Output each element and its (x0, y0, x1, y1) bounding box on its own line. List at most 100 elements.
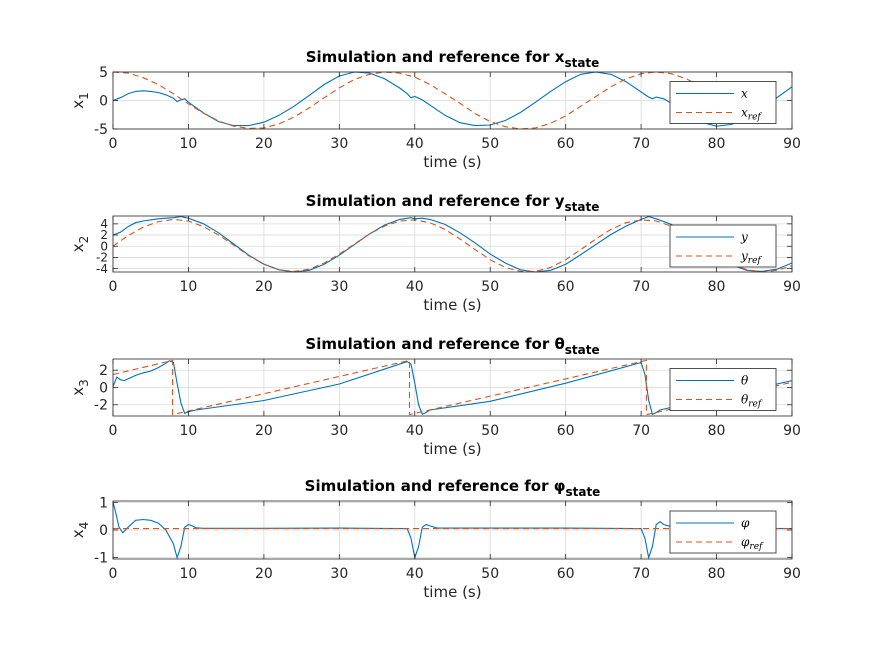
x-tick-label: 40 (406, 136, 424, 152)
x-tick-label: 70 (632, 136, 650, 152)
y-axis-label-main: x (69, 529, 87, 538)
chart-title-subscript: state (565, 485, 600, 499)
y-axis-label-main: x (69, 387, 87, 396)
legend-label-subscript: ref (748, 400, 763, 410)
y-tick-label: -2 (96, 251, 108, 265)
axes-box (112, 215, 793, 273)
y-axis-label-main: x (69, 243, 87, 252)
x-tick-label: 40 (406, 279, 424, 295)
legend-box (669, 81, 777, 124)
series-line-reference (112, 218, 793, 273)
x-tick-label: 60 (557, 423, 575, 439)
legend-label-main: θ (741, 393, 749, 407)
x-tick-label: 20 (255, 279, 273, 295)
x-axis-label: time (s) (423, 583, 481, 601)
chart-title-subscript: state (564, 56, 599, 70)
y-tick-label: 0 (99, 380, 108, 396)
x-tick-label: 10 (180, 566, 198, 582)
legend-label: φ (741, 516, 750, 530)
legend-label-main: y (740, 230, 748, 244)
legend-box (669, 224, 777, 268)
x-tick-label: 30 (330, 566, 348, 582)
x-tick-label: 80 (708, 423, 726, 439)
legend-label: θref (741, 393, 763, 410)
x-tick-label: 50 (481, 136, 499, 152)
chart-title: Simulation and reference for φstate (305, 477, 601, 499)
chart-title: Simulation and reference for θstate (305, 335, 599, 357)
y-tick-label: 0 (99, 93, 108, 109)
x-axis-label: time (s) (423, 153, 481, 171)
x-tick-label: 0 (109, 279, 118, 295)
series-line-reference (112, 359, 793, 416)
y-axis-label-subscript: 2 (77, 236, 91, 244)
x-tick-label: 50 (481, 566, 499, 582)
y-axis-label-subscript: 1 (77, 92, 91, 100)
x-tick-label: 90 (783, 279, 801, 295)
y-tick-label: -2 (94, 398, 108, 414)
x-tick-label: 90 (783, 136, 801, 152)
x-tick-label: 20 (255, 423, 273, 439)
x-tick-label: 10 (180, 279, 198, 295)
y-axis-label: x1 (69, 92, 91, 109)
chart-title: Simulation and reference for ystate (306, 192, 600, 214)
y-tick-label: 1 (99, 495, 108, 511)
x-tick-label: 70 (632, 279, 650, 295)
x-tick-label: 80 (708, 136, 726, 152)
chart-title-subscript: state (565, 343, 600, 357)
x-tick-label: 20 (255, 566, 273, 582)
y-tick-label: 2 (100, 228, 108, 242)
y-tick-label: 0 (100, 239, 108, 253)
y-tick-label: 5 (99, 65, 108, 81)
x-tick-label: 80 (708, 566, 726, 582)
y-axis-label: x3 (69, 379, 91, 396)
legend-label-main: φ (741, 535, 750, 549)
y-tick-label: 4 (100, 217, 108, 231)
x-tick-label: 50 (481, 423, 499, 439)
y-axis-label: x2 (69, 236, 91, 253)
x-tick-label: 60 (557, 279, 575, 295)
y-axis-label-main: x (69, 100, 87, 109)
x-tick-label: 40 (406, 566, 424, 582)
y-tick-label: -1 (94, 551, 108, 567)
legend-label-main: φ (741, 516, 750, 530)
x-tick-label: 30 (330, 279, 348, 295)
x-tick-label: 40 (406, 423, 424, 439)
x-tick-label: 90 (783, 566, 801, 582)
legend-label-subscript: ref (749, 542, 764, 552)
x-tick-label: 60 (557, 566, 575, 582)
legend-box (669, 368, 777, 411)
x-tick-label: 70 (632, 423, 650, 439)
y-axis-label: x4 (69, 522, 91, 539)
chart-title-main: Simulation and reference for y (306, 192, 565, 210)
legend: x xref (669, 81, 777, 124)
y-tick-label: 2 (99, 363, 108, 379)
x-axis-label: time (s) (423, 440, 481, 458)
chart-title-subscript: state (564, 200, 599, 214)
x-tick-label: 20 (255, 136, 273, 152)
y-tick-label: -5 (94, 122, 108, 138)
legend-label-main: θ (741, 374, 749, 388)
x-tick-label: 90 (783, 423, 801, 439)
x-tick-label: 60 (557, 136, 575, 152)
x-axis-label: time (s) (423, 296, 481, 314)
legend-label: y (740, 230, 748, 244)
y-axis-label-subscript: 4 (77, 522, 91, 530)
legend-label-main: x (741, 87, 748, 101)
x-tick-label: 30 (330, 136, 348, 152)
legend-label-main: y (740, 249, 748, 263)
legend-label: xref (741, 106, 762, 123)
x-tick-label: 10 (180, 423, 198, 439)
x-tick-label: 70 (632, 566, 650, 582)
series-line-simulation (112, 71, 793, 127)
x-tick-label: 80 (708, 279, 726, 295)
chart-title-main: Simulation and reference for θ (305, 335, 564, 353)
y-tick-label: -4 (96, 262, 108, 276)
series-line-simulation (112, 216, 793, 273)
x-tick-label: 0 (109, 136, 118, 152)
